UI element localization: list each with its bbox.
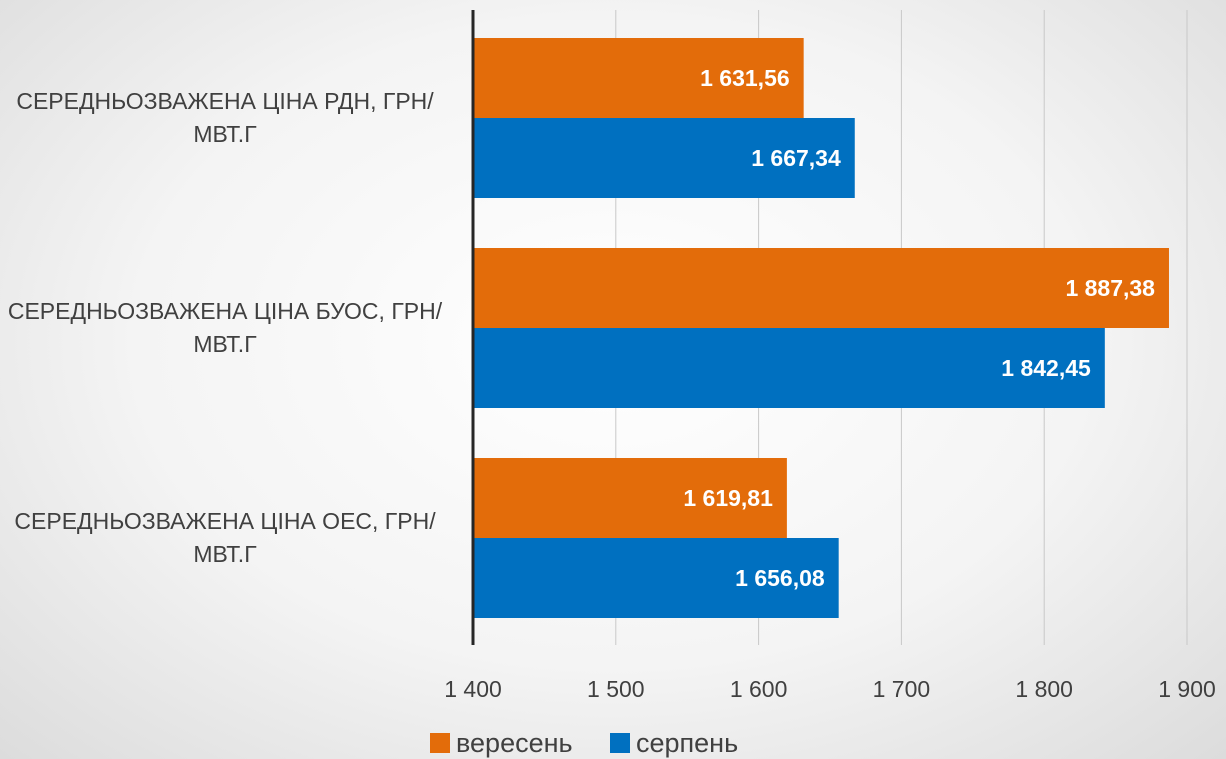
bar [473,328,1105,408]
x-tick-label: 1 900 [1158,676,1216,702]
legend-swatch [610,733,630,753]
data-label: 1 656,08 [735,565,825,591]
bar [473,538,839,618]
x-tick-label: 1 600 [730,676,788,702]
data-label: 1 887,38 [1065,275,1155,301]
x-tick-label: 1 500 [587,676,645,702]
legend-swatch [430,733,450,753]
x-tick-label: 1 700 [873,676,931,702]
bar [473,248,1169,328]
data-label: 1 842,45 [1001,355,1091,381]
data-label: 1 631,56 [700,65,790,91]
legend-label: серпень [636,728,738,758]
x-tick-label: 1 400 [444,676,502,702]
data-label: 1 619,81 [683,485,773,511]
bar [473,458,787,538]
category-label: СЕРЕДНЬОЗВАЖЕНА ЦІНА БУОС, ГРН/МВТ.Г [7,298,443,357]
bar [473,38,804,118]
bar [473,118,855,198]
legend-label: вересень [456,728,573,758]
x-tick-label: 1 800 [1015,676,1073,702]
category-label: СЕРЕДНЬОЗВАЖЕНА ЦІНА ОЕС, ГРН/МВТ.Г [14,508,436,567]
data-label: 1 667,34 [751,145,841,171]
category-label: СЕРЕДНЬОЗВАЖЕНА ЦІНА РДН, ГРН/МВТ.Г [16,88,434,147]
